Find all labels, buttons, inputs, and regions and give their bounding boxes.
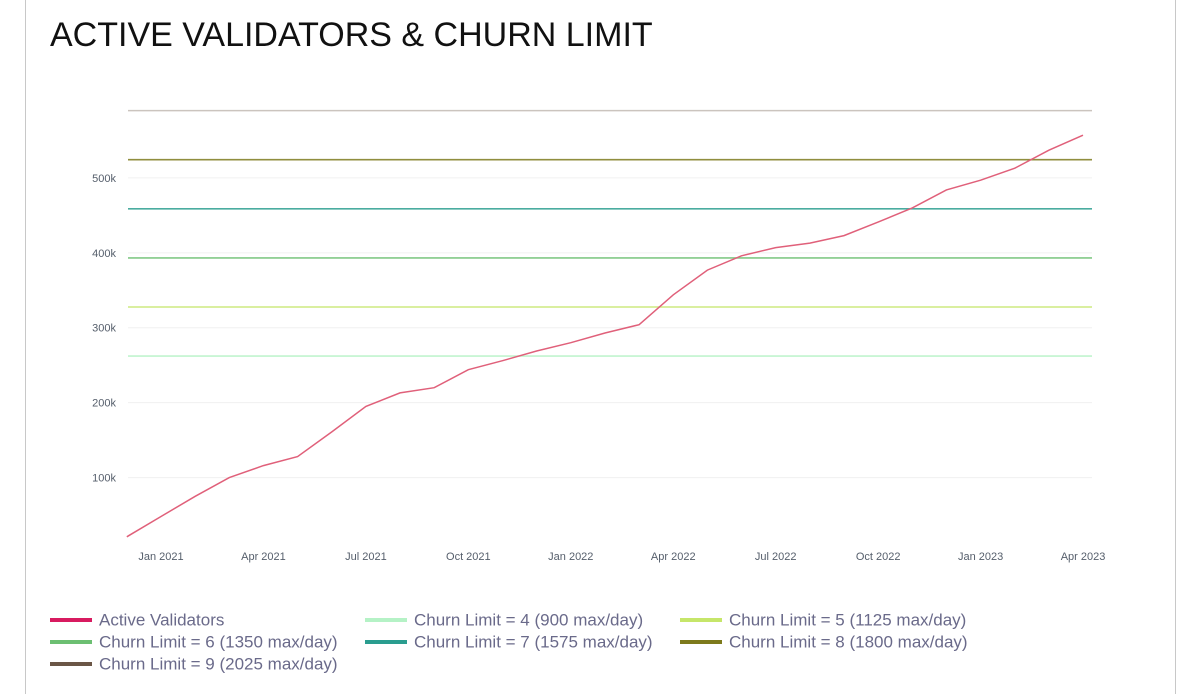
y-tick-label: 200k <box>92 398 116 410</box>
x-tick-label: Jul 2021 <box>345 551 387 563</box>
x-tick-label: Jan 2022 <box>548 551 593 563</box>
legend-label: Active Validators <box>99 610 224 629</box>
legend-label: Churn Limit = 7 (1575 max/day) <box>414 632 653 651</box>
x-tick-label: Jul 2022 <box>755 551 797 563</box>
y-tick-label: 300k <box>92 323 116 335</box>
x-tick-label: Oct 2021 <box>446 551 491 563</box>
series-line <box>126 134 1084 538</box>
chart-title: ACTIVE VALIDATORS & CHURN LIMIT <box>50 16 653 54</box>
x-tick-label: Apr 2021 <box>241 551 286 563</box>
legend-label: Churn Limit = 6 (1350 max/day) <box>99 632 338 651</box>
y-tick-label: 500k <box>92 173 116 185</box>
legend-label: Churn Limit = 5 (1125 max/day) <box>729 610 966 629</box>
x-tick-label: Oct 2022 <box>856 551 901 563</box>
legend-label: Churn Limit = 4 (900 max/day) <box>414 610 643 629</box>
legend-label: Churn Limit = 8 (1800 max/day) <box>729 632 968 651</box>
y-tick-label: 100k <box>92 473 116 485</box>
legend-label: Churn Limit = 9 (2025 max/day) <box>99 654 338 673</box>
y-tick-label: 400k <box>92 248 116 260</box>
x-tick-label: Apr 2023 <box>1061 551 1106 563</box>
x-tick-label: Jan 2023 <box>958 551 1003 563</box>
x-tick-label: Jan 2021 <box>138 551 183 563</box>
x-tick-label: Apr 2022 <box>651 551 696 563</box>
